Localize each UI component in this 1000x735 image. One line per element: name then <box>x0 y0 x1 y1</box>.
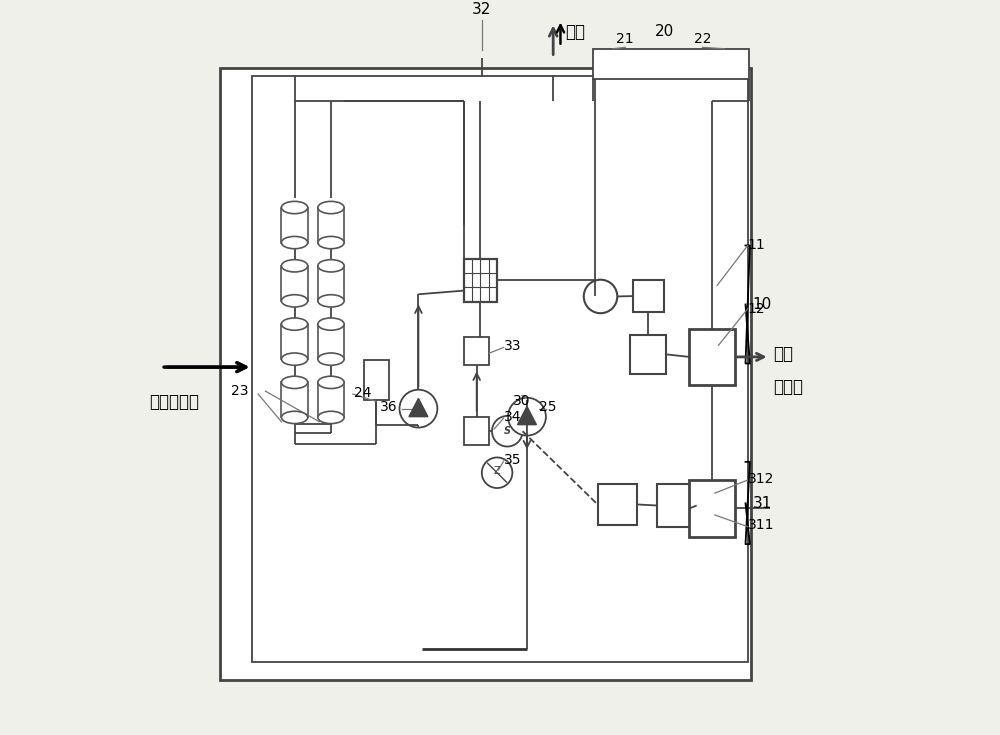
Text: 34: 34 <box>504 409 521 423</box>
Ellipse shape <box>318 412 344 423</box>
Text: Z: Z <box>494 466 500 476</box>
Text: 22: 22 <box>694 32 711 46</box>
Text: 输出: 输出 <box>773 345 793 364</box>
Circle shape <box>508 398 546 436</box>
Ellipse shape <box>281 412 308 423</box>
Ellipse shape <box>318 295 344 307</box>
Circle shape <box>492 416 523 447</box>
Text: 11: 11 <box>748 238 765 252</box>
Text: 输入天然气: 输入天然气 <box>149 392 199 411</box>
Bar <box>252 76 748 662</box>
Circle shape <box>482 457 512 488</box>
Text: 33: 33 <box>504 339 521 353</box>
Bar <box>633 281 664 312</box>
Bar <box>318 207 344 243</box>
Ellipse shape <box>281 259 308 272</box>
Ellipse shape <box>281 237 308 248</box>
Bar <box>464 337 489 365</box>
Text: 36: 36 <box>380 400 398 415</box>
Ellipse shape <box>281 295 308 307</box>
Text: 32: 32 <box>472 2 491 18</box>
Text: 10: 10 <box>753 297 772 312</box>
Text: 30: 30 <box>513 394 531 408</box>
Text: 25: 25 <box>539 400 556 415</box>
Ellipse shape <box>281 376 308 389</box>
Bar <box>318 382 344 417</box>
Polygon shape <box>517 406 536 425</box>
Bar <box>220 68 751 681</box>
Text: 311: 311 <box>748 518 774 532</box>
Text: 312: 312 <box>748 472 774 486</box>
Text: 35: 35 <box>504 453 521 467</box>
Bar <box>598 484 637 526</box>
Bar <box>689 480 735 537</box>
Bar <box>689 329 735 385</box>
Ellipse shape <box>318 353 344 365</box>
Ellipse shape <box>318 237 344 248</box>
Bar <box>657 484 697 528</box>
Ellipse shape <box>281 353 308 365</box>
Bar <box>318 324 344 359</box>
Text: 烟气: 烟气 <box>566 23 586 41</box>
Bar <box>593 49 749 79</box>
Ellipse shape <box>318 376 344 389</box>
Ellipse shape <box>281 318 308 330</box>
Ellipse shape <box>281 201 308 214</box>
Bar <box>364 360 389 400</box>
Bar <box>318 266 344 301</box>
Text: 31: 31 <box>753 496 772 511</box>
Bar <box>281 324 308 359</box>
Circle shape <box>399 390 437 428</box>
Text: 天然气: 天然气 <box>773 378 803 396</box>
Bar <box>281 266 308 301</box>
Bar <box>281 382 308 417</box>
Text: 20: 20 <box>655 24 674 38</box>
Text: 23: 23 <box>231 384 249 398</box>
Bar <box>464 259 497 301</box>
Ellipse shape <box>318 201 344 214</box>
Bar <box>630 335 666 373</box>
Text: 12: 12 <box>748 302 765 316</box>
Circle shape <box>584 280 617 313</box>
Ellipse shape <box>318 318 344 330</box>
Bar <box>281 207 308 243</box>
Text: 24: 24 <box>354 386 372 400</box>
Polygon shape <box>409 398 428 417</box>
Text: S: S <box>504 426 511 436</box>
Text: 21: 21 <box>616 32 634 46</box>
Ellipse shape <box>318 259 344 272</box>
Bar <box>464 417 489 445</box>
